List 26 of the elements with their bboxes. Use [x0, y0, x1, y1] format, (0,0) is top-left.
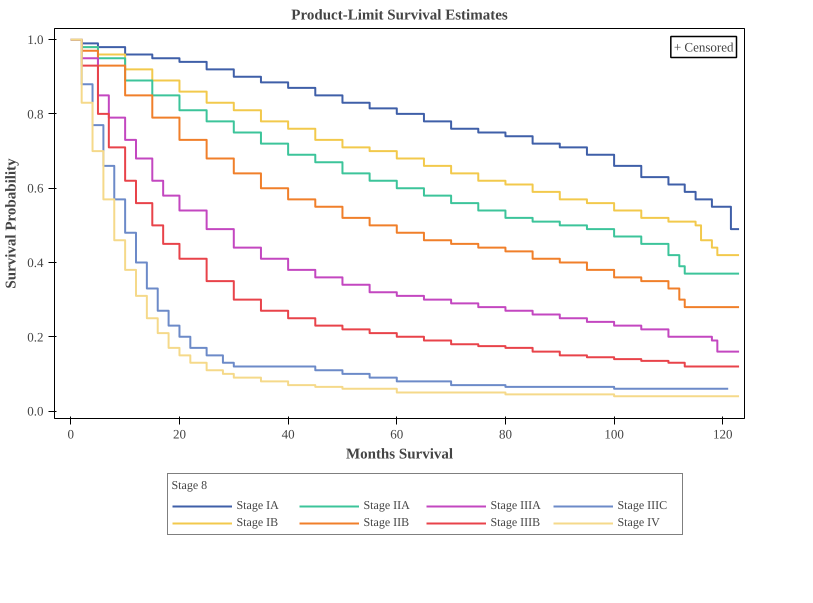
legend-label: Stage IIIA: [490, 498, 542, 513]
legend-label: Stage IIB: [364, 515, 410, 530]
x-axis-title: Months Survival: [346, 446, 454, 462]
y-tick-label: 0.0: [27, 404, 44, 419]
legend-label: Stage IV: [618, 515, 661, 530]
y-tick-label: 0.2: [27, 329, 44, 344]
y-tick-label: 0.8: [27, 106, 44, 122]
legend-label: Stage IIIB: [490, 515, 542, 530]
y-tick-label: 0.6: [27, 180, 44, 196]
x-tick-label: 100: [604, 426, 624, 442]
x-tick-label: 80: [498, 426, 512, 442]
legend-title: Stage 8: [172, 478, 208, 493]
legend-label: Stage IIIC: [618, 498, 668, 513]
legend-label: Stage IA: [236, 498, 280, 513]
chart-title: Product-Limit Survival Estimates: [291, 8, 508, 24]
x-tick-label: 20: [172, 426, 186, 442]
x-tick-label: 40: [282, 426, 295, 442]
legend-label: Stage IIA: [364, 498, 411, 513]
y-axis-title: Survival Probability: [3, 158, 20, 289]
annotation: + Censored: [674, 40, 734, 54]
y-tick-label: 1.0: [27, 32, 44, 48]
y-tick-label: 0.4: [27, 255, 44, 270]
x-tick-label: 0: [68, 426, 74, 442]
x-tick-label: 60: [390, 426, 404, 442]
x-tick-label: 120: [713, 426, 733, 442]
legend-label: Stage IB: [236, 515, 280, 530]
